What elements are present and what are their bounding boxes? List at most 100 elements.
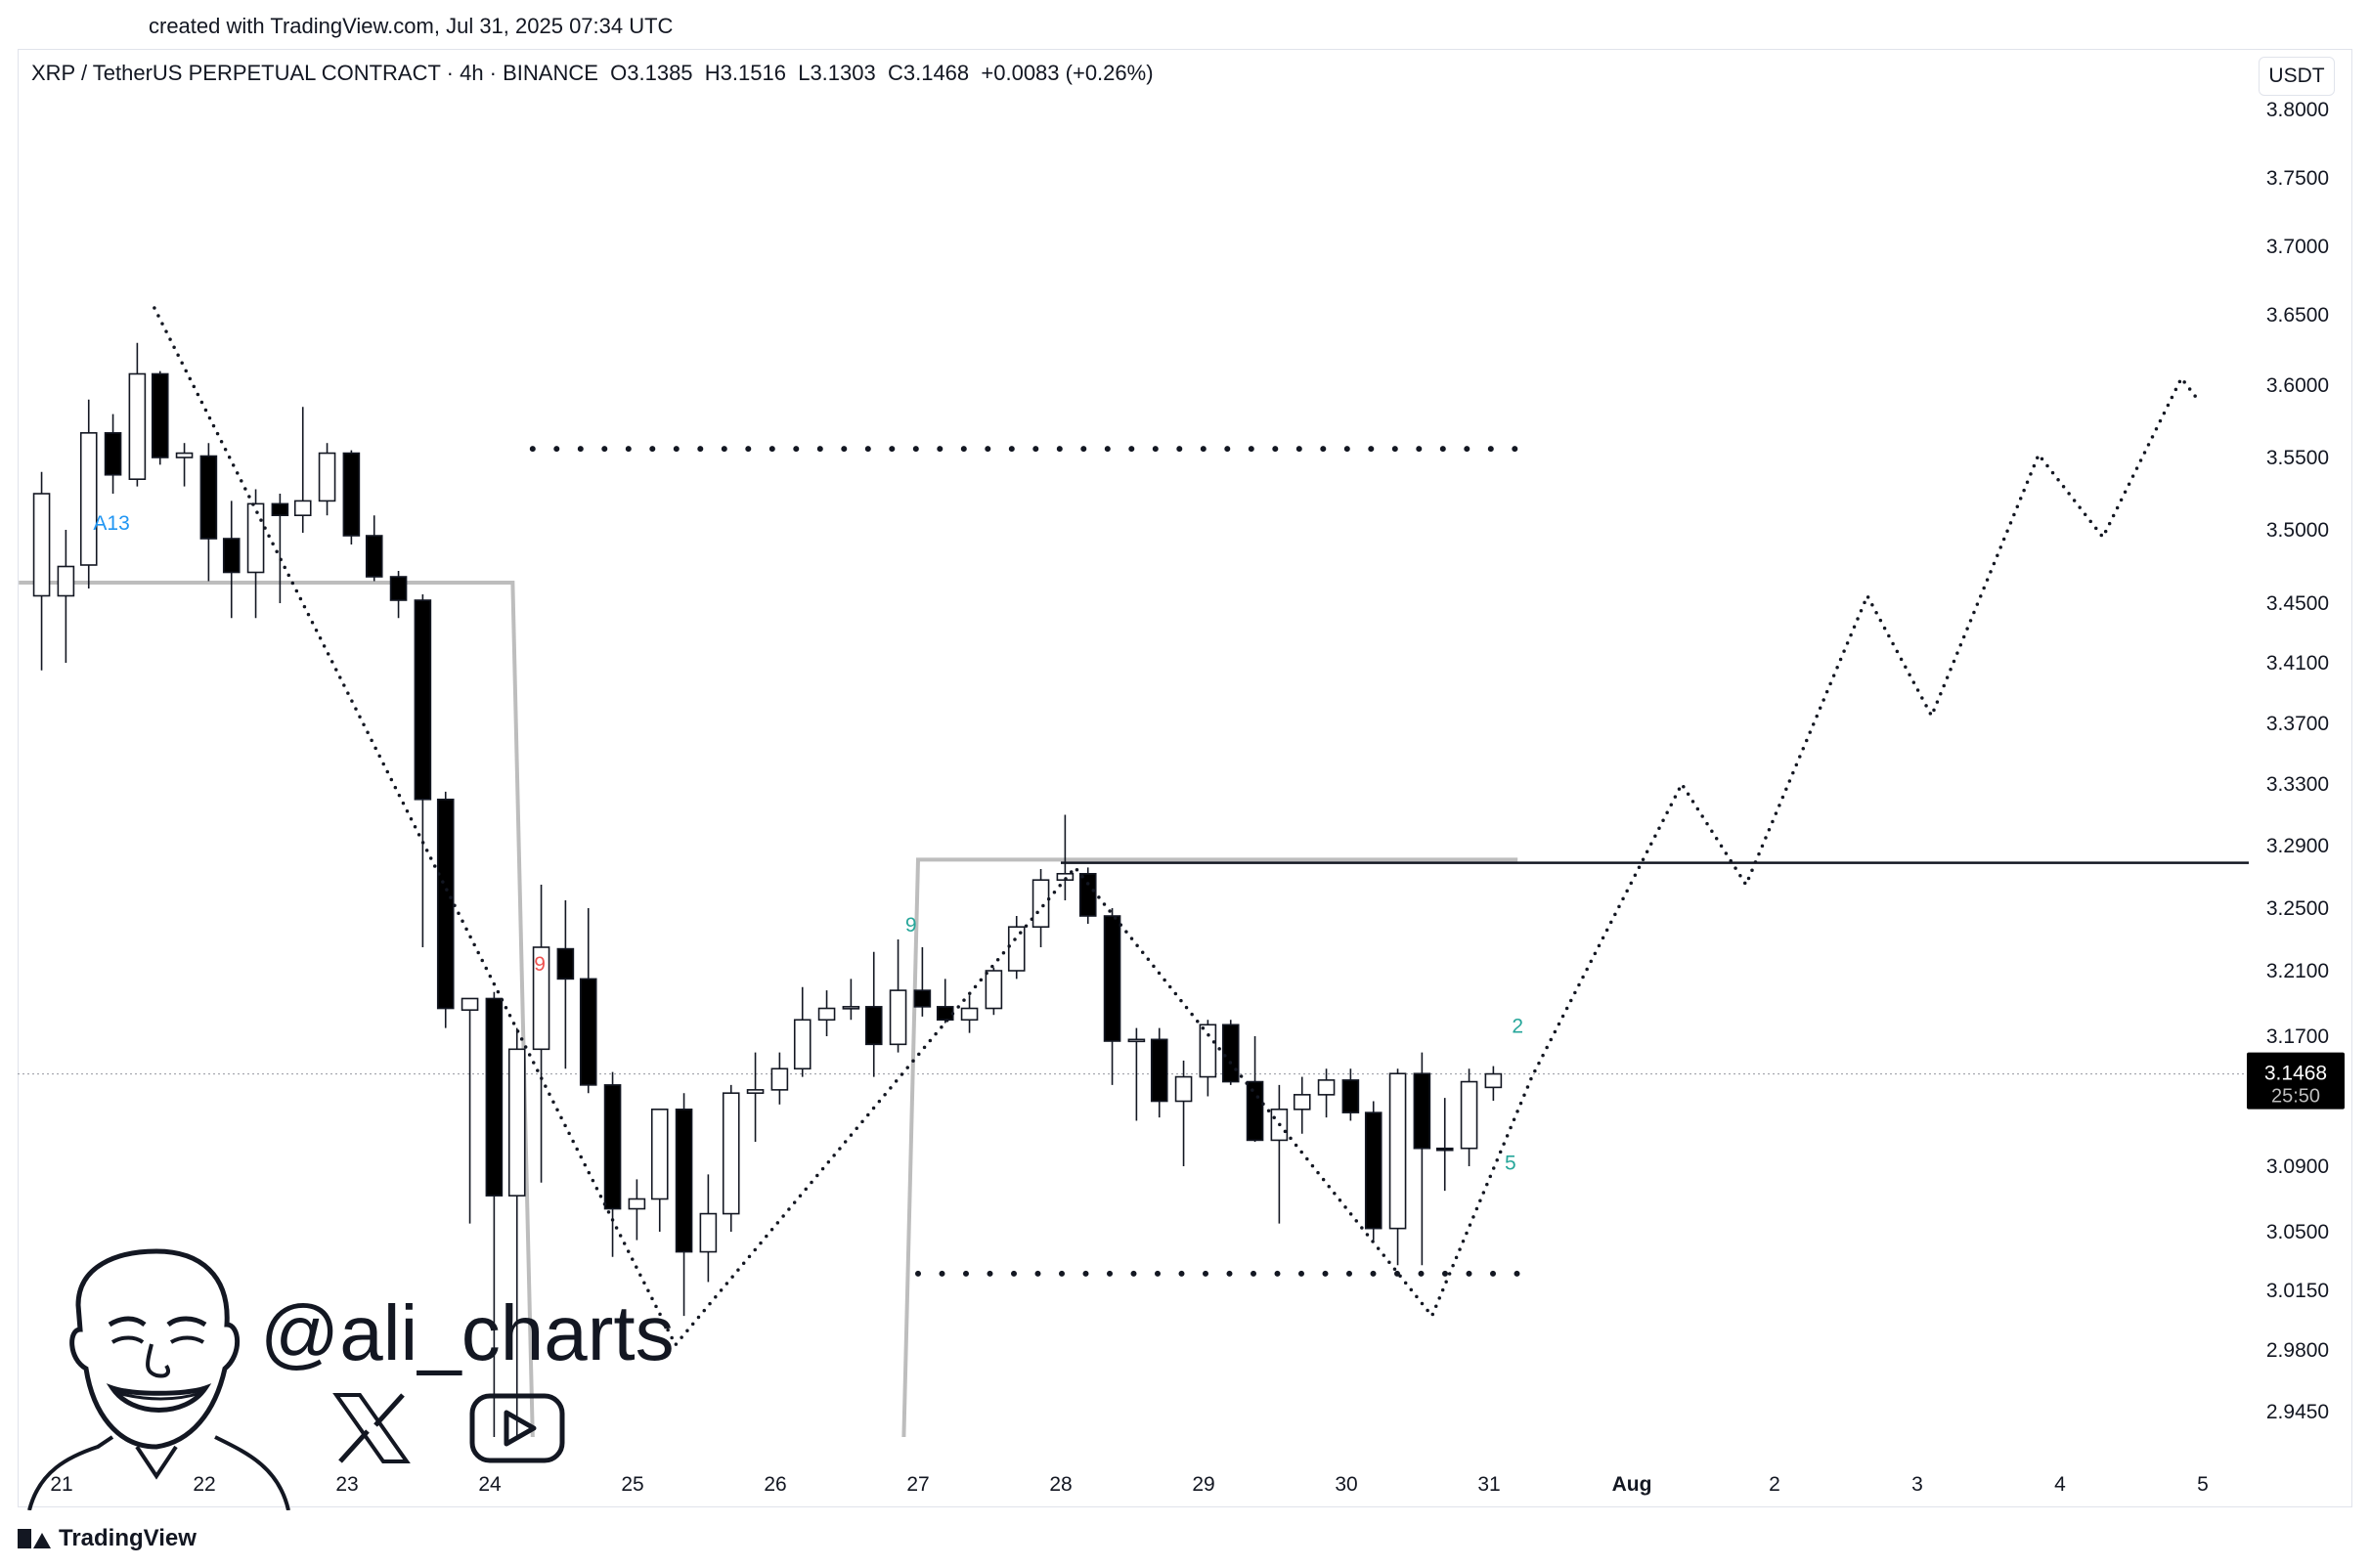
candle[interactable] <box>1484 1066 1503 1102</box>
x-tick-label: 25 <box>621 1473 643 1496</box>
candle[interactable] <box>722 1084 740 1232</box>
y-tick-label: 3.5000 <box>2266 519 2329 542</box>
candle[interactable] <box>151 370 169 465</box>
x-logo-icon[interactable] <box>332 1393 411 1463</box>
candle[interactable] <box>936 979 954 1024</box>
candle[interactable] <box>650 1109 669 1232</box>
candle[interactable] <box>389 571 408 619</box>
candle[interactable] <box>579 908 597 1094</box>
y-tick-label: 3.2900 <box>2266 835 2329 857</box>
candle[interactable] <box>1388 1068 1407 1266</box>
y-tick-label: 3.0500 <box>2266 1221 2329 1243</box>
x-tick-label: 28 <box>1049 1473 1072 1496</box>
currency-unit-button[interactable]: USDT <box>2259 57 2335 96</box>
candle[interactable] <box>318 443 336 516</box>
tradingview-footer[interactable]: TradingView <box>18 1525 197 1552</box>
candle[interactable] <box>1270 1084 1289 1224</box>
bar-countdown: 25:50 <box>2271 1086 2320 1108</box>
candle[interactable] <box>222 501 241 619</box>
avatar-illustration-icon <box>27 1248 290 1510</box>
candle[interactable] <box>32 471 51 671</box>
candle[interactable] <box>675 1093 693 1317</box>
candle[interactable] <box>913 947 932 1017</box>
candle[interactable] <box>603 1071 622 1257</box>
y-tick-label: 3.6000 <box>2266 374 2329 397</box>
y-tick-label: 3.4500 <box>2266 592 2329 615</box>
candle[interactable] <box>1103 908 1121 1085</box>
candle[interactable] <box>1007 916 1026 980</box>
y-tick-label: 3.3300 <box>2266 773 2329 796</box>
candle[interactable] <box>485 991 504 1437</box>
ohlc-high: H3.1516 <box>704 61 786 85</box>
candle[interactable] <box>436 791 455 1028</box>
candle[interactable] <box>1413 1052 1431 1266</box>
x-tick-label: 21 <box>50 1473 72 1496</box>
candle[interactable] <box>889 939 907 1053</box>
y-tick-label: 3.3700 <box>2266 713 2329 735</box>
td-label: 5 <box>1505 1152 1516 1174</box>
x-tick-label: 27 <box>906 1473 929 1496</box>
candle[interactable] <box>1460 1068 1478 1166</box>
candle[interactable] <box>960 995 979 1033</box>
candle[interactable] <box>1221 1020 1240 1085</box>
candle[interactable] <box>271 494 289 603</box>
x-tick-label: 29 <box>1192 1473 1214 1496</box>
candle[interactable] <box>293 407 312 533</box>
candle[interactable] <box>507 1027 526 1437</box>
candle[interactable] <box>57 530 75 663</box>
candle[interactable] <box>1293 1076 1311 1134</box>
candle[interactable] <box>793 986 812 1077</box>
youtube-play-icon[interactable] <box>469 1393 565 1463</box>
candle[interactable] <box>1127 1027 1146 1121</box>
candle[interactable] <box>461 997 479 1224</box>
candle[interactable] <box>1150 1027 1168 1118</box>
candle[interactable] <box>1341 1068 1360 1121</box>
candle[interactable] <box>1246 1036 1264 1143</box>
y-tick-label: 3.5500 <box>2266 447 2329 469</box>
candle[interactable] <box>79 399 98 588</box>
candle[interactable] <box>1174 1060 1193 1166</box>
candle[interactable] <box>628 1179 646 1241</box>
chart-frame <box>18 49 2352 1507</box>
x-tick-label: 31 <box>1477 1473 1500 1496</box>
candle[interactable] <box>365 515 383 582</box>
candle[interactable] <box>128 342 147 487</box>
td-label: 9 <box>534 953 546 976</box>
candle[interactable] <box>246 489 265 619</box>
candle[interactable] <box>532 885 550 1183</box>
candle[interactable] <box>1364 1101 1382 1241</box>
projected-zigzag-path[interactable] <box>153 306 2198 1348</box>
candle[interactable] <box>414 594 432 947</box>
x-tick-label: 22 <box>193 1473 215 1496</box>
symbol-title: XRP / TetherUS PERPETUAL CONTRACT · 4h ·… <box>31 61 598 85</box>
candle[interactable] <box>199 443 218 582</box>
candle[interactable] <box>1317 1068 1336 1118</box>
candle[interactable] <box>556 900 575 1069</box>
candle[interactable] <box>746 1052 765 1143</box>
candle[interactable] <box>1056 814 1075 901</box>
candle[interactable] <box>1435 1098 1454 1192</box>
candle[interactable] <box>770 1052 789 1105</box>
ohlc-open: O3.1385 <box>610 61 693 85</box>
plot-area[interactable]: A13 9 9 2 5 <box>18 306 2253 1438</box>
y-tick-label: 3.0900 <box>2266 1155 2329 1178</box>
td-step-line-1 <box>901 857 1518 1438</box>
price-change: +0.0083 (+0.26%) <box>981 61 1154 85</box>
author-handle: @ali_charts <box>260 1289 675 1376</box>
candle[interactable] <box>1031 869 1050 947</box>
candle[interactable] <box>104 414 122 494</box>
candle[interactable] <box>817 990 836 1036</box>
candle[interactable] <box>842 979 860 1021</box>
candle[interactable] <box>985 967 1003 1016</box>
candle[interactable] <box>175 443 194 487</box>
tradingview-logo-icon <box>18 1529 51 1548</box>
x-tick-label: 3 <box>1911 1473 1923 1496</box>
tradingview-label: TradingView <box>59 1525 197 1551</box>
candle[interactable] <box>1199 1020 1217 1097</box>
candle[interactable] <box>1078 867 1097 924</box>
td-label: A13 <box>93 512 129 535</box>
candle[interactable] <box>342 450 361 544</box>
candle[interactable] <box>699 1174 718 1283</box>
candle[interactable] <box>864 951 883 1077</box>
